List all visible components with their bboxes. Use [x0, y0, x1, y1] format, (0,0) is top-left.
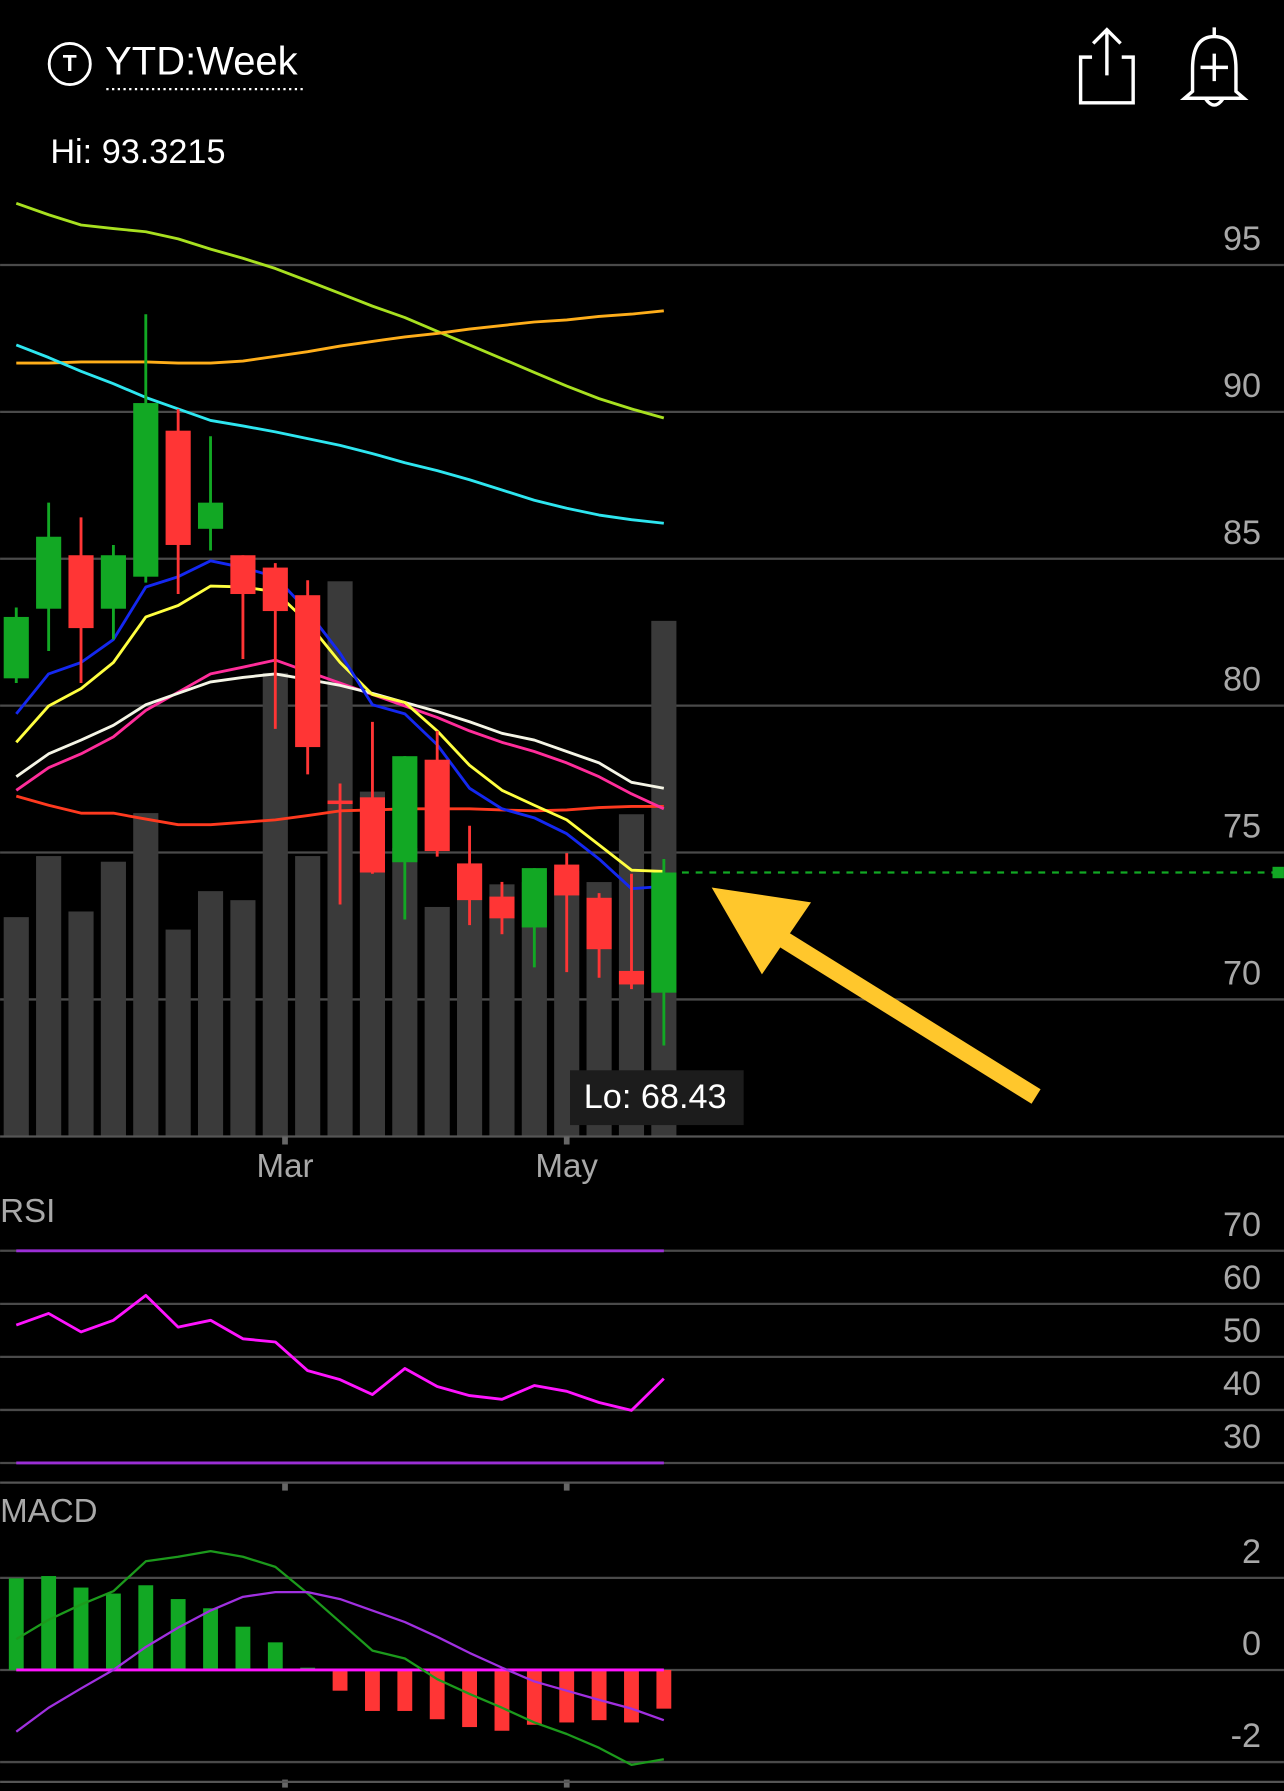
panel-title: RSI: [0, 1193, 55, 1230]
alert-button[interactable]: [1179, 27, 1249, 107]
moving-average-line: [15, 584, 664, 873]
candle-body: [424, 759, 450, 852]
lo-label: Lo: 68.43: [584, 1078, 727, 1116]
candle-body: [489, 896, 515, 919]
volume-bar: [230, 900, 256, 1137]
histogram-bar: [494, 1669, 510, 1731]
volume-bar: [100, 861, 126, 1137]
volume-bar: [68, 911, 94, 1137]
share-box: [1078, 55, 1135, 105]
rsi-line: [15, 1293, 665, 1412]
y-tick-label: 70: [1223, 1206, 1261, 1244]
candle-body: [359, 797, 386, 873]
y-tick-label: 75: [1223, 808, 1261, 846]
volume-bar: [3, 917, 29, 1137]
moving-average-line: [15, 658, 665, 811]
histogram-bar: [105, 1593, 121, 1670]
histogram-bar: [656, 1669, 672, 1709]
moving-average-line: [15, 201, 665, 420]
y-tick-label: 70: [1223, 954, 1261, 992]
candle-body: [392, 756, 418, 863]
moving-average-line: [16, 309, 664, 365]
histogram-bar: [365, 1669, 380, 1711]
histogram-bar: [8, 1578, 24, 1670]
candle-body: [457, 863, 483, 901]
histogram-bar: [170, 1599, 186, 1670]
candle-body: [133, 403, 159, 577]
volume-bar: [295, 856, 321, 1137]
panel-title: MACD: [0, 1493, 98, 1530]
histogram-bar: [591, 1669, 607, 1721]
share-button[interactable]: [1078, 27, 1135, 105]
y-tick-label: 40: [1223, 1365, 1261, 1403]
histogram-bar: [397, 1669, 413, 1711]
bell: [1179, 27, 1249, 100]
candle-body: [100, 555, 126, 609]
candle-body: [3, 616, 29, 679]
candle-body: [327, 800, 353, 805]
macd-line: [15, 1549, 665, 1766]
y-tick-label: 60: [1223, 1259, 1261, 1297]
volume-bar: [133, 813, 159, 1137]
candle-body: [165, 430, 191, 545]
histogram-bar: [429, 1669, 445, 1720]
candle-body: [651, 872, 677, 993]
timeframe-selector[interactable]: T YTD:Week: [47, 40, 307, 91]
y-tick-label: 2: [1242, 1533, 1261, 1571]
bell-clapper: [1203, 97, 1225, 107]
annotation-arrow-shaft: [774, 929, 1041, 1104]
y-tick-label: 85: [1223, 514, 1261, 552]
histogram-bar: [624, 1669, 639, 1723]
moving-average-line: [15, 672, 665, 790]
candle-body: [554, 864, 580, 896]
timeframe-title[interactable]: YTD:Week: [105, 40, 299, 84]
histogram-bar: [462, 1669, 478, 1728]
candle-body: [586, 897, 612, 950]
candle-body: [295, 595, 321, 748]
volume-bar: [165, 929, 191, 1137]
candle-body: [36, 536, 62, 609]
volume-bar: [262, 672, 288, 1137]
histogram-bar: [41, 1576, 57, 1670]
moving-average-line: [15, 343, 664, 525]
histogram-bar: [559, 1669, 575, 1723]
y-tick-label: 30: [1223, 1418, 1261, 1456]
volume-bar: [36, 856, 62, 1137]
volume-bar: [197, 891, 224, 1137]
annotation-arrow-head: [711, 887, 812, 975]
histogram-bar: [138, 1585, 154, 1670]
y-tick-label: 50: [1223, 1312, 1261, 1350]
y-tick-label: 90: [1223, 367, 1261, 405]
plus: [1200, 53, 1228, 82]
histogram-bar: [73, 1587, 89, 1670]
histogram-bar: [203, 1608, 218, 1670]
share-arrow: [1091, 27, 1122, 76]
candle-body: [521, 868, 547, 928]
histogram-bar: [267, 1642, 283, 1670]
candle-body: [618, 970, 645, 985]
y-tick-label: -2: [1231, 1717, 1261, 1755]
histogram-bar: [332, 1669, 348, 1691]
y-tick-label: 95: [1223, 220, 1261, 258]
candle-body: [68, 555, 94, 629]
hi-label: Hi: 93.3215: [50, 133, 225, 171]
last-price-marker: [1272, 866, 1284, 879]
x-tick-label: Mar: [256, 1148, 313, 1185]
lo-label-box: [570, 1070, 744, 1126]
moving-average-line: [15, 559, 664, 891]
candle-body: [230, 555, 256, 595]
ticker-icon: [47, 41, 92, 86]
candle-body: [262, 567, 288, 612]
ticker-icon-text: T: [63, 50, 77, 76]
x-tick-label: May: [535, 1148, 598, 1185]
histogram-bar: [235, 1626, 251, 1670]
y-tick-label: 80: [1223, 661, 1261, 699]
candle-body: [197, 502, 224, 529]
macd-line: [15, 1590, 665, 1733]
y-tick-label: 0: [1242, 1625, 1261, 1663]
volume-bar: [424, 906, 450, 1137]
